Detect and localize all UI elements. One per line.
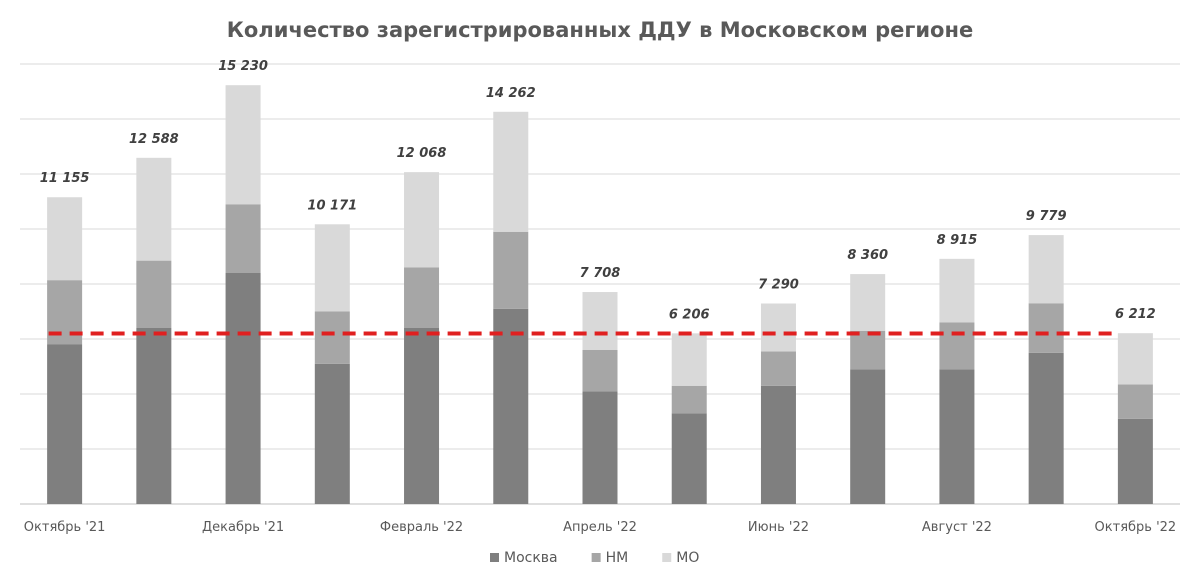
legend-entry: НМ [606,550,629,566]
bar-segment-3 [1117,333,1153,385]
total-label: 12 588 [129,132,179,147]
bar-segment-2 [404,267,440,328]
bar-segment-3 [1028,235,1064,304]
bar-segment-1 [225,273,261,504]
bar-segment-2 [136,260,172,328]
total-label: 9 779 [1026,209,1067,224]
total-labels: 11 155 12 588 15 230 10 171 12 068 14 262 7 70… [40,59,1156,322]
legend-swatch [490,553,499,562]
bar-segment-2 [314,311,350,364]
bar-segment-3 [136,157,172,261]
bar-segment-1 [404,328,440,504]
bar-segment-1 [582,391,618,504]
bar-segment-2 [1117,384,1153,419]
total-label: 10 171 [307,198,357,213]
bar-segment-1 [1117,418,1153,504]
bar-segment-3 [671,333,707,386]
bar-segment-1 [939,369,975,504]
bar-segment-1 [47,344,83,504]
total-label: 6 206 [669,307,710,322]
bars [47,85,1153,504]
legend-swatch [662,553,672,562]
bar-segment-3 [582,292,618,350]
bar-segment-3 [493,111,529,232]
bar-segment-1 [671,413,707,504]
bar-segment-2 [1028,303,1064,353]
bar-segment-1 [493,308,529,504]
bar-segment-3 [404,172,440,268]
bar-segment-2 [760,351,796,386]
bar-segment-3 [47,197,83,281]
bar-segment-3 [760,303,796,352]
bar-segment-1 [1028,352,1064,504]
total-label: 11 155 [40,171,90,186]
bar-segment-3 [225,85,261,205]
total-label: 6 212 [1115,307,1156,322]
bar-segment-2 [493,231,529,309]
total-label: 12 068 [397,146,447,161]
x-tick-label: Декабрь '21 [202,520,284,535]
x-tick-label: Июнь '22 [748,520,809,535]
total-label: 8 360 [847,248,888,263]
legend-entry: Москва [504,550,558,566]
bar-segment-3 [850,274,886,331]
total-label: 7 290 [758,278,799,293]
chart-title: Количество зарегистрированных ДДУ в Моск… [227,18,973,42]
legend-swatch [591,553,601,562]
x-tick-label: Август '22 [922,520,992,535]
total-label: 8 915 [937,233,978,248]
bar-segment-2 [671,385,707,414]
bar-segment-3 [939,258,975,323]
bar-segment-1 [850,369,886,504]
x-tick-label: Февраль '22 [380,520,463,535]
x-tick-label: Октябрь '22 [1095,520,1177,535]
total-label: 14 262 [486,86,536,101]
bar-segment-2 [582,350,618,392]
x-tick-label: Октябрь '21 [24,520,106,535]
bar-segment-1 [760,385,796,504]
legend: Москва НМ МО [490,550,699,566]
x-tick-label: Апрель '22 [563,520,637,535]
bar-segment-1 [136,328,172,504]
bar-segment-2 [225,204,261,273]
bar-segment-1 [314,363,350,504]
x-axis-tick-labels: Октябрь '21 Декабрь '21 Февраль '22 Апрель … [24,520,1176,535]
bar-segment-3 [314,224,350,312]
bar-segment-2 [939,322,975,370]
total-label: 7 708 [580,266,621,281]
total-label: 15 230 [218,59,268,74]
bar-segment-2 [850,330,886,370]
legend-entry: МО [676,550,699,566]
